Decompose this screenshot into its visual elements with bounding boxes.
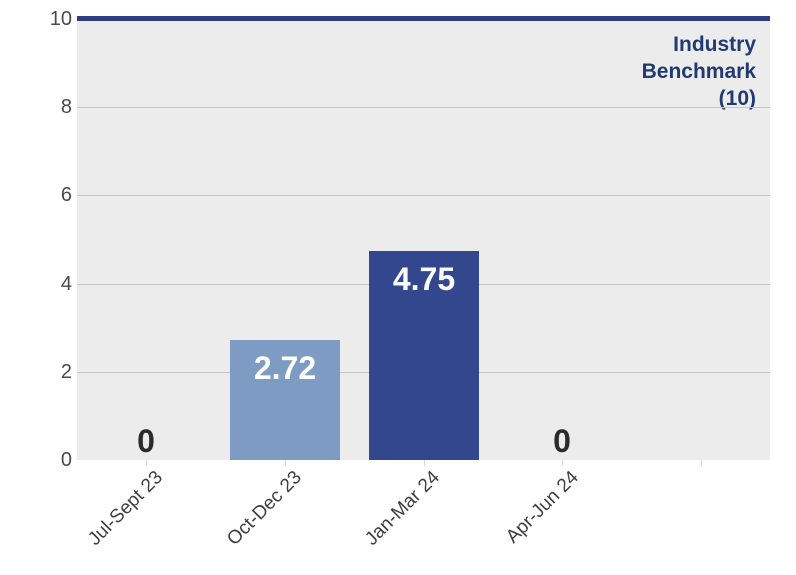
benchmark-label: Industry Benchmark (10) [642,31,756,112]
bar [230,340,340,460]
bar-value-label: 0 [137,423,155,459]
benchmark-line [77,16,770,21]
bar [369,251,479,460]
x-tick-label: Jul-Sept 23 [84,467,167,550]
benchmark-label-line-2: Benchmark [641,60,756,83]
y-tick-label: 6 [60,184,72,206]
x-tick-label: Oct-Dec 23 [223,467,306,550]
y-tick-label: 10 [49,8,72,30]
gridline [77,195,770,196]
benchmark-label-line-3: (10) [718,87,756,110]
y-tick-label: 8 [60,96,72,118]
tick-mark [146,460,147,466]
bar-value-label: 0 [553,423,571,459]
bar-value-label: 4.75 [392,261,456,297]
y-tick-label: 0 [60,449,72,471]
y-tick-label: 4 [60,273,72,295]
x-tick-label: Jan-Mar 24 [361,467,444,550]
benchmark-label-line-1: Industry [673,33,756,56]
tick-mark [285,460,286,466]
gridline [77,107,770,108]
tick-mark [562,460,563,466]
x-tick-label: Apr-Jun 24 [502,467,583,548]
tick-mark [424,460,425,466]
tick-mark [701,460,702,466]
bar-value-label: 2.72 [253,350,317,386]
y-tick-label: 2 [60,361,72,383]
